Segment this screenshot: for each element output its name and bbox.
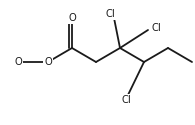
- Text: O: O: [14, 57, 22, 67]
- Text: Cl: Cl: [152, 23, 162, 33]
- Text: Cl: Cl: [105, 9, 115, 19]
- Text: O: O: [44, 57, 52, 67]
- Text: Cl: Cl: [121, 95, 131, 105]
- Text: O: O: [68, 13, 76, 23]
